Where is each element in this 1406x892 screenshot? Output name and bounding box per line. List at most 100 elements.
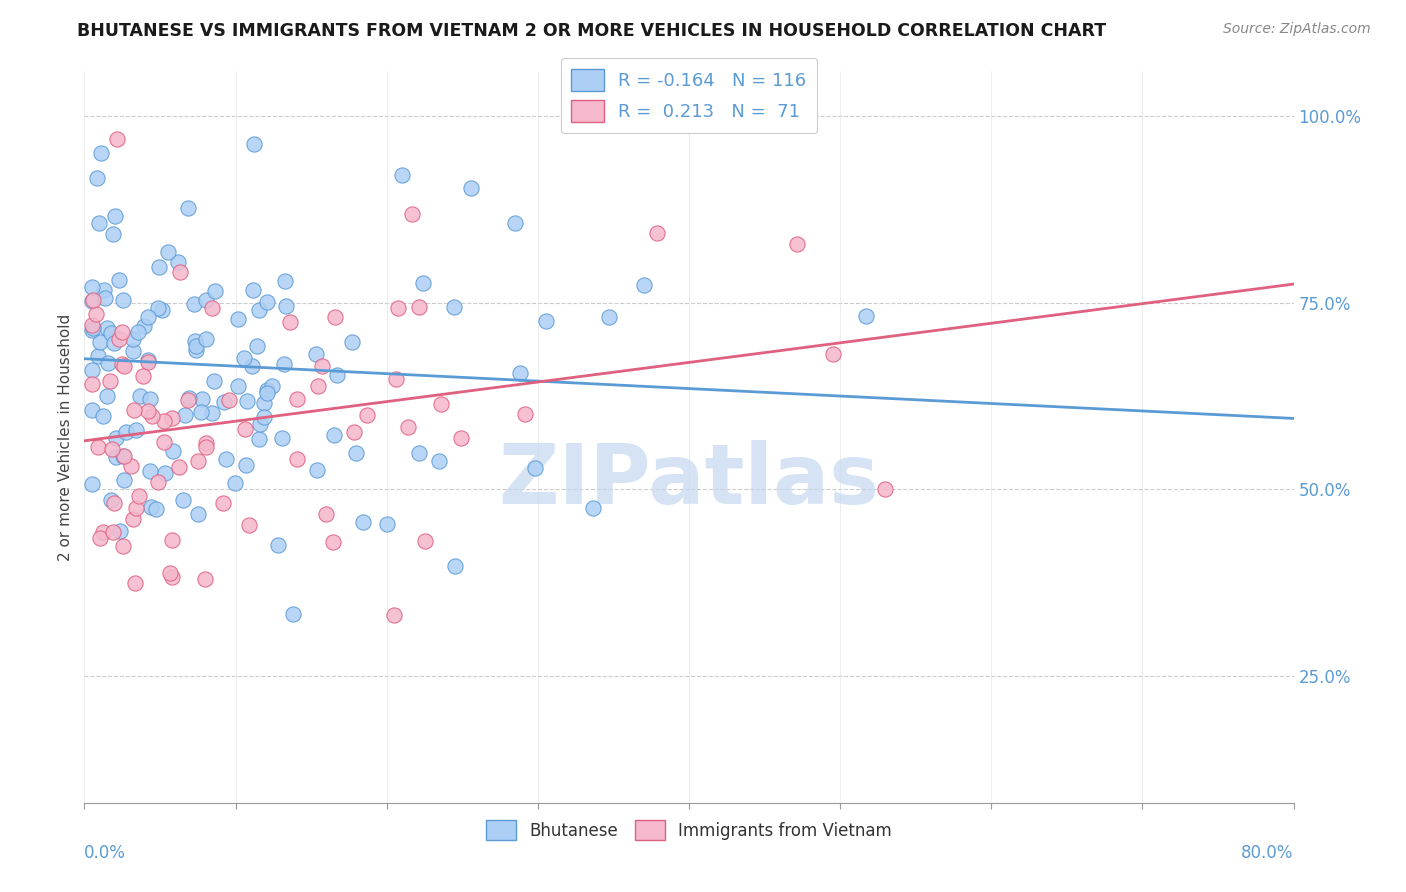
Point — [100, 374, 122, 388]
Point — [112, 449, 135, 463]
Point — [160, 533, 183, 547]
Point — [107, 273, 129, 287]
Point — [82, 477, 104, 491]
Point — [194, 440, 217, 454]
Point — [509, 366, 531, 380]
Point — [153, 414, 176, 428]
Point — [307, 463, 329, 477]
Point — [145, 501, 167, 516]
Point — [238, 517, 260, 532]
Point — [136, 355, 159, 369]
Point — [194, 572, 217, 586]
Point — [353, 515, 375, 529]
Point — [160, 569, 183, 583]
Point — [396, 420, 419, 434]
Point — [104, 209, 127, 223]
Y-axis label: 2 or more Vehicles in Household: 2 or more Vehicles in Household — [58, 313, 73, 561]
Point — [103, 525, 125, 540]
Point — [96, 389, 118, 403]
Point — [315, 508, 337, 522]
Point — [110, 357, 132, 371]
Point — [645, 227, 668, 241]
Point — [148, 260, 170, 275]
Point — [177, 392, 200, 407]
Point — [505, 216, 527, 230]
Point — [174, 409, 197, 423]
Point — [201, 301, 224, 315]
Point — [226, 312, 249, 326]
Point — [177, 201, 200, 215]
Point — [242, 283, 264, 297]
Point — [322, 535, 344, 549]
Point — [111, 325, 134, 339]
Point — [80, 363, 103, 377]
Point — [159, 566, 181, 580]
Point — [90, 146, 112, 161]
Point — [80, 318, 103, 332]
Point — [156, 244, 179, 259]
Point — [136, 310, 159, 325]
Point — [112, 449, 135, 463]
Point — [122, 344, 145, 359]
Point — [194, 435, 217, 450]
Point — [278, 315, 301, 329]
Point — [256, 385, 278, 400]
Point — [91, 409, 114, 423]
Point — [148, 475, 170, 489]
Point — [226, 379, 249, 393]
Point — [281, 607, 304, 622]
Point — [444, 559, 467, 574]
Point — [128, 489, 150, 503]
Point — [311, 359, 333, 374]
Point — [633, 278, 655, 293]
Point — [534, 314, 557, 328]
Point — [136, 352, 159, 367]
Point — [195, 293, 218, 308]
Point — [100, 326, 122, 340]
Point — [382, 607, 405, 622]
Point — [270, 431, 292, 445]
Point — [252, 409, 274, 424]
Point — [86, 349, 108, 363]
Point — [91, 524, 114, 539]
Point — [344, 446, 367, 460]
Point — [513, 407, 536, 421]
Point — [256, 384, 278, 398]
Point — [169, 265, 191, 279]
Point — [375, 516, 398, 531]
Point — [786, 237, 808, 252]
Point — [243, 136, 266, 151]
Point — [190, 405, 212, 419]
Point — [305, 347, 328, 361]
Point — [101, 227, 124, 241]
Point — [114, 425, 136, 440]
Point — [87, 440, 110, 454]
Point — [84, 307, 107, 321]
Legend: Bhutanese, Immigrants from Vietnam: Bhutanese, Immigrants from Vietnam — [479, 814, 898, 847]
Point — [326, 368, 349, 383]
Point — [391, 168, 413, 182]
Point — [212, 395, 235, 409]
Point — [256, 295, 278, 310]
Text: ZIPatlas: ZIPatlas — [499, 441, 879, 522]
Point — [105, 431, 128, 445]
Point — [80, 280, 103, 294]
Point — [184, 339, 207, 353]
Point — [105, 132, 128, 146]
Point — [204, 284, 226, 298]
Point — [89, 216, 111, 230]
Point — [429, 397, 451, 411]
Point — [408, 445, 430, 459]
Point — [103, 496, 125, 510]
Point — [240, 359, 263, 373]
Point — [401, 207, 423, 221]
Point — [187, 454, 209, 468]
Point — [132, 319, 155, 334]
Point — [124, 500, 146, 515]
Point — [139, 392, 162, 406]
Point — [385, 372, 408, 386]
Point — [427, 454, 450, 468]
Point — [103, 335, 125, 350]
Point — [307, 379, 329, 393]
Point — [166, 254, 188, 268]
